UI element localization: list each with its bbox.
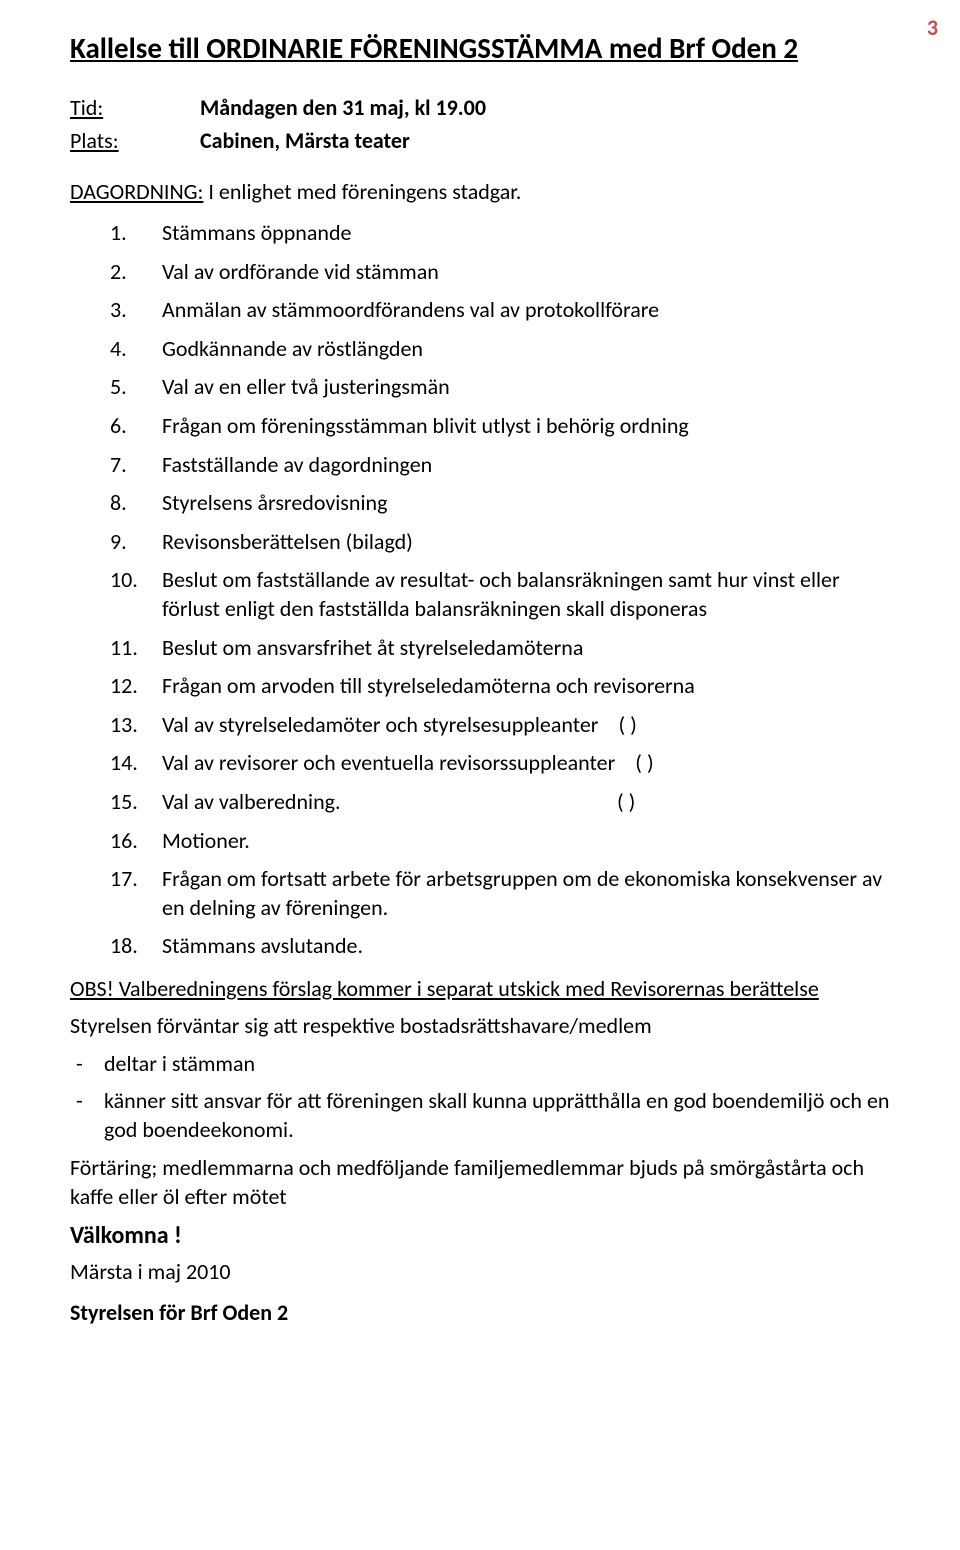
agenda-item-number: 5. <box>110 373 154 402</box>
agenda-list: 1. Stämmans öppnande 2. Val av ordförande v… <box>70 219 890 961</box>
agenda-item: 9. Revisonsberättelsen (bilagd) <box>110 528 890 557</box>
obs-line: OBS! Valberedningens förslag kommer i se… <box>70 975 890 1002</box>
dash-item: deltar i stämman <box>70 1050 890 1079</box>
agenda-item-number: 12. <box>110 672 154 701</box>
agenda-item: 3. Anmälan av stämmoordförandens val av p… <box>110 296 890 325</box>
agenda-item-text: Stämmans öppnande <box>162 219 351 246</box>
agenda-item-text: Stämmans avslutande. <box>162 932 363 959</box>
agenda-item-paren: ( ) <box>618 711 636 740</box>
signature: Styrelsen för Brf Oden 2 <box>70 1299 890 1326</box>
tid-label: Tid: <box>70 94 200 121</box>
agenda-item-text: Godkännande av röstlängden <box>162 335 423 362</box>
dagordning-text: I enlighet med föreningens stadgar. <box>203 178 521 205</box>
agenda-item: 13. Val av styrelseledamöter och styrelse… <box>110 711 890 740</box>
agenda-item-text: Val av ordförande vid stämman <box>162 258 439 285</box>
agenda-item: 1. Stämmans öppnande <box>110 219 890 248</box>
agenda-item: 7. Fastställande av dagordningen <box>110 451 890 480</box>
agenda-item-number: 17. <box>110 865 154 894</box>
agenda-item: 16. Motioner. <box>110 827 890 856</box>
agenda-item-text: Frågan om arvoden till styrelseledamöter… <box>162 672 695 699</box>
agenda-item-number: 9. <box>110 528 154 557</box>
agenda-item: 11. Beslut om ansvarsfrihet åt styrelsele… <box>110 634 890 663</box>
agenda-item-number: 16. <box>110 827 154 856</box>
agenda-item-text: Anmälan av stämmoordförandens val av pro… <box>162 296 659 323</box>
meta-row-tid: Tid: Måndagen den 31 maj, kl 19.00 <box>70 94 890 121</box>
meta-row-plats: Plats: Cabinen, Märsta teater <box>70 127 890 154</box>
dash-item: känner sitt ansvar för att föreningen sk… <box>70 1087 890 1144</box>
agenda-item-text: Styrelsens årsredovisning <box>162 489 387 516</box>
agenda-item-paren: ( ) <box>635 749 653 778</box>
agenda-item-number: 14. <box>110 749 154 778</box>
tid-value: Måndagen den 31 maj, kl 19.00 <box>200 94 486 121</box>
agenda-item-paren: ( ) <box>617 788 635 817</box>
dagordning-line: DAGORDNING: I enlighet med föreningens s… <box>70 178 890 205</box>
agenda-item: 14. Val av revisorer och eventuella revis… <box>110 749 890 778</box>
dagordning-label: DAGORDNING: <box>70 178 203 205</box>
agenda-item-number: 3. <box>110 296 154 325</box>
agenda-item-number: 8. <box>110 489 154 518</box>
agenda-item-text: Motioner. <box>162 827 250 854</box>
document-title: Kallelse till ORDINARIE FÖRENINGSSTÄMMA … <box>70 30 890 66</box>
date-place: Märsta i maj 2010 <box>70 1258 890 1285</box>
agenda-item-text: Beslut om ansvarsfrihet åt styrelseledam… <box>162 634 583 661</box>
agenda-item-number: 1. <box>110 219 154 248</box>
catering-text: Förtäring; medlemmarna och medföljande f… <box>70 1154 890 1211</box>
dash-list: deltar i stämman känner sitt ansvar för a… <box>70 1050 890 1144</box>
agenda-item: 18. Stämmans avslutande. <box>110 932 890 961</box>
agenda-item-text: Fastställande av dagordningen <box>162 451 432 478</box>
agenda-item-text: Revisonsberättelsen (bilagd) <box>162 528 413 555</box>
agenda-item-number: 4. <box>110 335 154 364</box>
agenda-item: 6. Frågan om föreningsstämman blivit utly… <box>110 412 890 441</box>
agenda-item: 8. Styrelsens årsredovisning <box>110 489 890 518</box>
agenda-item: 5. Val av en eller två justeringsmän <box>110 373 890 402</box>
agenda-item: 2. Val av ordförande vid stämman <box>110 258 890 287</box>
agenda-item-number: 11. <box>110 634 154 663</box>
agenda-item-number: 6. <box>110 412 154 441</box>
agenda-item-text: Val av revisorer och eventuella revisors… <box>162 749 615 778</box>
agenda-item: 4. Godkännande av röstlängden <box>110 335 890 364</box>
agenda-item-number: 7. <box>110 451 154 480</box>
agenda-item: 12. Frågan om arvoden till styrelseledamö… <box>110 672 890 701</box>
page-number: 3 <box>927 14 938 41</box>
agenda-item-text: Val av en eller två justeringsmän <box>162 373 450 400</box>
welcome-text: Välkomna ! <box>70 1221 890 1250</box>
plats-label: Plats: <box>70 127 200 154</box>
agenda-item-text: Val av valberedning. <box>162 788 617 817</box>
obs-prefix: OBS! <box>70 975 114 1002</box>
agenda-item-text: Frågan om föreningsstämman blivit utlyst… <box>162 412 689 439</box>
agenda-item-text: Beslut om fastställande av resultat- och… <box>162 566 840 622</box>
agenda-item: 17. Frågan om fortsatt arbete för arbetsg… <box>110 865 890 922</box>
agenda-item-number: 13. <box>110 711 154 740</box>
plats-value: Cabinen, Märsta teater <box>200 127 410 154</box>
agenda-item-number: 10. <box>110 566 154 595</box>
agenda-item-number: 2. <box>110 258 154 287</box>
agenda-item: 10. Beslut om fastställande av resultat- … <box>110 566 890 623</box>
agenda-item-text: Val av styrelseledamöter och styrelsesup… <box>162 711 598 740</box>
agenda-item: 15. Val av valberedning.( ) <box>110 788 890 817</box>
agenda-item-number: 15. <box>110 788 154 817</box>
agenda-item-text: Frågan om fortsatt arbete för arbetsgrup… <box>162 865 882 921</box>
expectation-text: Styrelsen förväntar sig att respektive b… <box>70 1012 890 1041</box>
obs-rest: Valberedningens förslag kommer i separat… <box>114 975 819 1002</box>
agenda-item-number: 18. <box>110 932 154 961</box>
